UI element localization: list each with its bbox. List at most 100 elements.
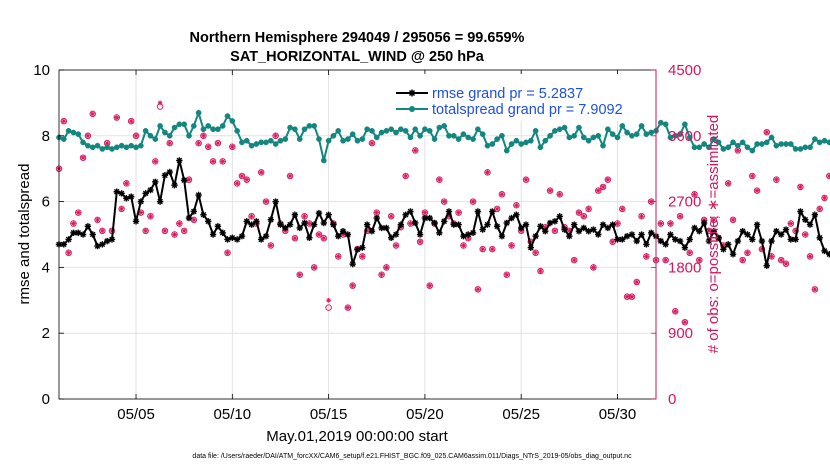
- rmse-point: [339, 228, 347, 235]
- rmse-point: [296, 224, 303, 232]
- totalspread-point: [224, 113, 231, 119]
- obs-possible-point: [806, 253, 814, 260]
- rmse-point: [416, 231, 424, 238]
- rmse-point: [440, 218, 448, 225]
- rmse-point: [195, 191, 202, 199]
- rmse-point: [344, 231, 352, 238]
- totalspread-point: [60, 136, 67, 142]
- rmse-point: [797, 208, 804, 215]
- obs-assimilated-point: [311, 265, 317, 270]
- obs-possible-point: [503, 271, 511, 278]
- obs-possible-point: [200, 132, 207, 140]
- totalspread-point: [710, 136, 717, 142]
- obs-assimilated-point: [610, 239, 616, 245]
- totalspread-point: [243, 137, 250, 144]
- totalspread-point: [325, 137, 332, 144]
- totalspread-point: [489, 141, 496, 147]
- totalspread-point: [725, 144, 732, 151]
- obs-possible-point: [310, 264, 318, 271]
- totalspread-point: [287, 124, 293, 131]
- rmse-point: [60, 241, 68, 248]
- totalspread-point: [696, 144, 703, 151]
- totalspread-point: [282, 136, 289, 142]
- obs-assimilated-point: [773, 177, 779, 183]
- totalspread-point: [426, 128, 433, 134]
- obs-possible-point: [65, 249, 72, 257]
- obs-assimilated-point: [258, 169, 264, 175]
- rmse-point: [643, 241, 650, 248]
- rmse-point: [282, 224, 289, 232]
- y-tick-label-right: 0: [668, 391, 676, 408]
- rmse-point: [412, 219, 419, 227]
- rmse-point: [219, 229, 226, 237]
- obs-possible-point: [498, 191, 506, 198]
- obs-assimilated-point: [470, 199, 476, 204]
- obs-possible-point: [787, 220, 795, 227]
- obs-possible-point: [532, 249, 539, 257]
- x-tick-label: 05/20: [406, 406, 444, 423]
- obs-assimilated-point: [326, 297, 332, 303]
- obs-assimilated-point: [485, 169, 490, 175]
- rmse-point: [787, 236, 795, 243]
- obs-possible-point: [763, 128, 770, 136]
- rmse-point: [320, 219, 327, 227]
- obs-possible-point: [118, 205, 125, 213]
- obs-assimilated-point: [95, 217, 100, 223]
- obs-assimilated-point: [220, 158, 226, 164]
- obs-assimilated-point: [297, 272, 303, 278]
- rmse-point: [248, 221, 255, 228]
- obs-possible-point: [219, 158, 226, 165]
- y-tick-label-right: 2700: [668, 194, 701, 211]
- obs-assimilated-point: [321, 235, 327, 241]
- rmse-point: [238, 232, 246, 240]
- rmse-point: [94, 242, 101, 250]
- obs-possible-point: [773, 176, 780, 183]
- obs-assimilated-point: [427, 283, 433, 289]
- obs-assimilated-point: [576, 210, 582, 215]
- obs-possible-point: [710, 216, 718, 224]
- rmse-point: [277, 221, 284, 228]
- rmse-point: [397, 221, 405, 228]
- rmse-point: [152, 178, 159, 186]
- y-axis-label-right: # of obs: o=possible; ∗=assimilated: [705, 115, 722, 354]
- obs-possible-point: [594, 187, 602, 194]
- obs-assimilated-point: [436, 177, 442, 183]
- totalspread-point: [89, 144, 96, 151]
- obs-possible-point: [204, 143, 212, 151]
- totalspread-point: [258, 139, 265, 146]
- obs-possible-point: [123, 180, 130, 187]
- obs-possible-point: [724, 180, 732, 187]
- rmse-point: [190, 208, 198, 215]
- obs-possible-point: [344, 304, 352, 311]
- obs-possible-point: [676, 212, 684, 220]
- rmse-point: [628, 231, 636, 238]
- rmse-point: [715, 234, 722, 241]
- totalspread-point: [210, 126, 216, 133]
- obs-possible-point: [233, 180, 241, 187]
- rmse-point: [233, 236, 241, 243]
- obs-assimilated-point: [172, 232, 177, 237]
- rmse-point: [310, 221, 318, 228]
- obs-possible-point: [508, 242, 515, 249]
- totalspread-point: [407, 134, 414, 141]
- obs-assimilated-point: [441, 199, 447, 204]
- obs-possible-point: [161, 227, 169, 235]
- totalspread-point: [248, 142, 255, 149]
- obs-assimilated-point: [99, 228, 105, 234]
- rmse-point: [585, 228, 592, 235]
- totalspread-point: [431, 136, 438, 142]
- totalspread-point: [436, 124, 443, 131]
- rmse-point: [108, 236, 116, 243]
- totalspread-point: [523, 139, 529, 146]
- obs-assimilated-point: [687, 250, 693, 256]
- obs-assimilated-point: [408, 221, 413, 226]
- obs-assimilated-point: [629, 294, 635, 300]
- y-tick-label-left: 4: [42, 259, 50, 276]
- rmse-point: [214, 223, 222, 230]
- totalspread-point: [340, 137, 346, 144]
- totalspread-point: [422, 126, 428, 133]
- obs-assimilated-point: [513, 202, 519, 208]
- obs-assimilated-point: [148, 213, 153, 219]
- totalspread-point: [619, 123, 626, 129]
- obs-possible-point: [99, 227, 106, 235]
